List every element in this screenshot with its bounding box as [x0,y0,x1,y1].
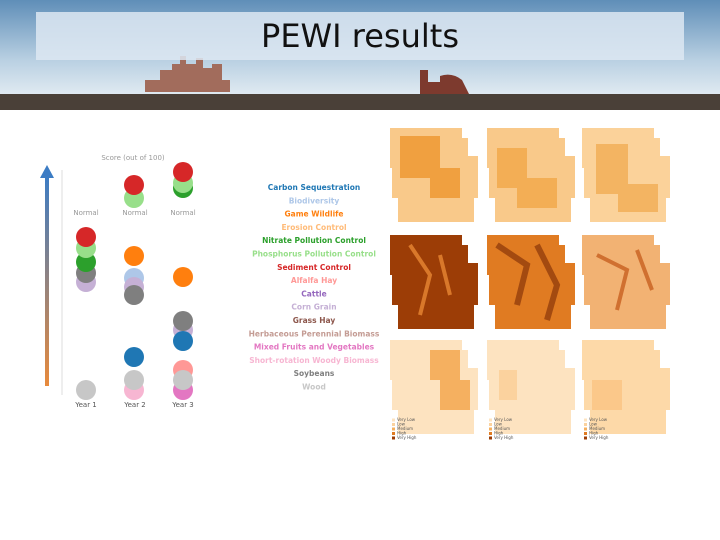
map-legend-label: Low [494,422,503,427]
legend-item: Soybeans [294,369,335,378]
map-legend-swatch [489,436,492,440]
map-legend-swatch [489,427,492,431]
barn [420,70,470,96]
map-legend-label: Very High [397,435,417,440]
map-legend-swatch [392,436,395,440]
map-legend-swatch [392,418,395,422]
baseline-label: Normal [170,209,195,217]
legend-item: Wood [302,383,326,392]
score-axis-label: Score (out of 100) [101,154,165,162]
map-legend-swatch [489,423,492,426]
map-legend-label: High [589,431,599,436]
baseline-label: Normal [73,209,98,217]
title: PEWI results [261,17,459,55]
map-legend-swatch [584,436,587,440]
map-legend-swatch [392,427,395,431]
ground [0,94,720,110]
title-box [36,12,684,60]
legend-item: Phosphorus Pollution Control [252,250,376,259]
map-legend-swatch [489,432,492,435]
map-legend-swatch [392,432,395,435]
map-legend-label: Low [397,422,406,427]
map-legend-label: Low [589,422,598,427]
year-label: Year 1 [74,401,97,409]
map-legend-swatch [584,432,587,435]
map-legend-label: Very High [589,435,609,440]
legend-item: Short-rotation Woody Biomass [249,356,379,365]
skyline [145,56,230,92]
legend-item: Herbaceous Perennial Biomass [249,329,380,338]
legend-item: Nitrate Pollution Control [262,236,366,245]
score-dots [76,162,193,400]
map-legend-label: Very Low [494,417,513,422]
baseline-label: Normal [122,209,147,217]
legend-item: Grass Hay [293,316,336,325]
map-legend-label: Very Low [397,417,416,422]
year-label: Year 3 [171,401,194,409]
legend-item: Alfalfa Hay [291,276,337,285]
map-legend-swatch [584,423,587,426]
maps [390,128,670,434]
map-legend-swatch [392,423,395,426]
map-legend-label: Medium [397,426,413,431]
legend-item: Corn Grain [291,303,336,312]
legend-item: Biodiversity [289,196,340,205]
legend-item: Game Wildlife [284,210,343,219]
legend-item: Cattle [301,289,326,298]
map-legend-label: Very High [494,435,514,440]
legend: Carbon Sequestration Biodiversity Game Wil… [249,183,380,392]
map-legend-label: Very Low [589,417,608,422]
year-label: Year 2 [123,401,146,409]
map-legend-label: High [397,431,407,436]
map-legend-swatch [489,418,492,422]
map-legend-label: Medium [494,426,510,431]
map-legend-label: High [494,431,504,436]
score-arrow [45,176,49,386]
legend-item: Carbon Sequestration [268,183,360,192]
map-legend-swatch [584,418,587,422]
map-legend-swatch [584,427,587,431]
legend-item: Mixed Fruits and Vegetables [254,343,375,352]
legend-item: Sediment Control [277,263,351,272]
arrow-head [40,165,54,178]
map-legend-label: Medium [589,426,605,431]
legend-item: Erosion Control [281,223,346,232]
